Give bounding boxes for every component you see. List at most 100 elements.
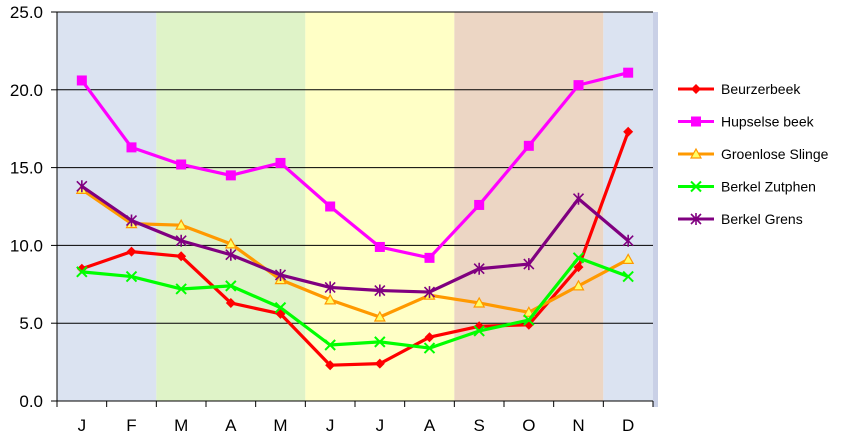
series-4 xyxy=(76,180,634,299)
data-point-1-5 xyxy=(325,201,336,212)
data-point-0-3 xyxy=(225,297,236,308)
data-point-0-10 xyxy=(573,262,584,273)
plot-edge-shade xyxy=(653,12,658,407)
data-point-2-8 xyxy=(473,296,486,308)
series-line-3 xyxy=(81,256,629,350)
data-point-0-11 xyxy=(623,126,634,137)
series-line-1 xyxy=(80,71,629,260)
data-point-3-0 xyxy=(76,266,88,278)
x-tick-label-3: A xyxy=(225,416,237,435)
x-tick-label-11: D xyxy=(622,416,634,435)
x-tick-label-1: F xyxy=(126,416,136,435)
data-point-0-6 xyxy=(374,358,385,369)
data-point-1-9 xyxy=(523,140,534,151)
legend-marker-4 xyxy=(690,213,702,225)
data-point-1-11 xyxy=(623,67,634,78)
data-point-4-7 xyxy=(423,286,436,299)
series-3 xyxy=(76,252,634,354)
series-1 xyxy=(76,67,634,263)
legend-marker-0 xyxy=(691,84,701,94)
legend-label-2: Groenlose Slinge xyxy=(721,146,829,162)
data-point-2-10 xyxy=(572,279,585,291)
data-point-3-9 xyxy=(523,314,535,326)
data-point-4-9 xyxy=(523,258,535,271)
data-point-3-11 xyxy=(622,270,634,283)
x-tick-label-2: M xyxy=(174,416,188,435)
data-point-4-5 xyxy=(324,281,336,294)
legend: Beurzerbeek Hupselse beek Groenlose Slinge… xyxy=(678,81,829,227)
data-point-2-5 xyxy=(324,293,337,305)
y-tick-label-2: 10.0 xyxy=(10,236,43,255)
data-point-2-2 xyxy=(175,218,188,230)
axes xyxy=(51,11,654,407)
season-bands xyxy=(57,12,658,407)
data-point-4-1 xyxy=(125,214,138,227)
legend-item-2: Groenlose Slinge xyxy=(678,146,829,162)
x-tick-label-10: N xyxy=(572,416,584,435)
data-point-3-5 xyxy=(324,339,336,351)
data-point-2-11 xyxy=(622,253,635,265)
data-point-2-3 xyxy=(224,237,237,249)
data-point-4-3 xyxy=(225,248,237,261)
data-point-4-0 xyxy=(76,180,88,193)
data-point-3-1 xyxy=(125,270,138,283)
data-point-2-6 xyxy=(373,310,386,322)
data-point-1-6 xyxy=(374,241,385,252)
x-tick-label-8: S xyxy=(473,416,484,435)
y-tick-label-5: 25.0 xyxy=(10,3,43,22)
x-tick-label-6: J xyxy=(376,416,385,435)
data-point-4-4 xyxy=(274,268,287,281)
data-point-1-2 xyxy=(176,159,187,170)
data-point-4-11 xyxy=(622,234,634,247)
gridlines xyxy=(57,11,653,324)
data-point-1-0 xyxy=(76,75,87,86)
legend-item-0: Beurzerbeek xyxy=(678,81,801,97)
data-point-4-6 xyxy=(374,284,386,297)
x-tick-label-0: J xyxy=(78,416,87,435)
data-point-1-8 xyxy=(474,199,485,210)
data-point-4-2 xyxy=(175,234,187,247)
data-point-1-4 xyxy=(275,157,286,168)
y-tick-label-4: 20.0 xyxy=(10,81,43,100)
x-tick-label-4: M xyxy=(273,416,287,435)
x-tick-label-9: O xyxy=(522,416,535,435)
legend-item-4: Berkel Grens xyxy=(678,211,803,227)
x-tick-label-5: J xyxy=(326,416,335,435)
series-0 xyxy=(76,126,634,371)
legend-marker-2 xyxy=(689,147,703,159)
series-line-4 xyxy=(80,184,630,294)
data-point-4-8 xyxy=(473,262,485,275)
legend-label-1: Hupselse beek xyxy=(721,114,815,130)
data-point-2-9 xyxy=(522,306,535,317)
y-tick-label-0: 0.0 xyxy=(19,392,43,411)
data-point-3-6 xyxy=(374,336,386,348)
legend-label-0: Beurzerbeek xyxy=(721,81,801,97)
data-point-1-3 xyxy=(225,170,236,181)
series-line-0 xyxy=(81,131,630,367)
data-point-3-8 xyxy=(473,325,485,337)
data-point-4-10 xyxy=(572,192,585,205)
data-point-0-5 xyxy=(325,360,336,371)
data-point-3-7 xyxy=(423,342,436,354)
legend-item-1: Hupselse beek xyxy=(678,114,815,130)
data-point-0-7 xyxy=(424,332,435,343)
data-point-3-10 xyxy=(572,252,585,264)
series-group xyxy=(75,67,635,371)
x-tick-label-7: A xyxy=(424,416,436,435)
data-point-0-2 xyxy=(176,251,187,262)
legend-item-3: Berkel Zutphen xyxy=(678,179,816,195)
season-band-1 xyxy=(156,12,306,401)
y-axis-ticks: 0.0 5.0 10.0 15.0 20.0 25.0 xyxy=(10,3,43,411)
data-point-0-1 xyxy=(126,246,137,257)
legend-label-4: Berkel Grens xyxy=(721,211,803,227)
data-point-3-2 xyxy=(175,283,187,295)
legend-marker-1 xyxy=(691,116,701,127)
data-point-3-3 xyxy=(225,280,237,292)
legend-marker-3 xyxy=(690,180,702,193)
y-tick-label-1: 5.0 xyxy=(19,314,43,333)
data-point-1-7 xyxy=(424,252,435,263)
data-point-1-10 xyxy=(573,80,584,91)
data-point-3-4 xyxy=(274,301,287,314)
